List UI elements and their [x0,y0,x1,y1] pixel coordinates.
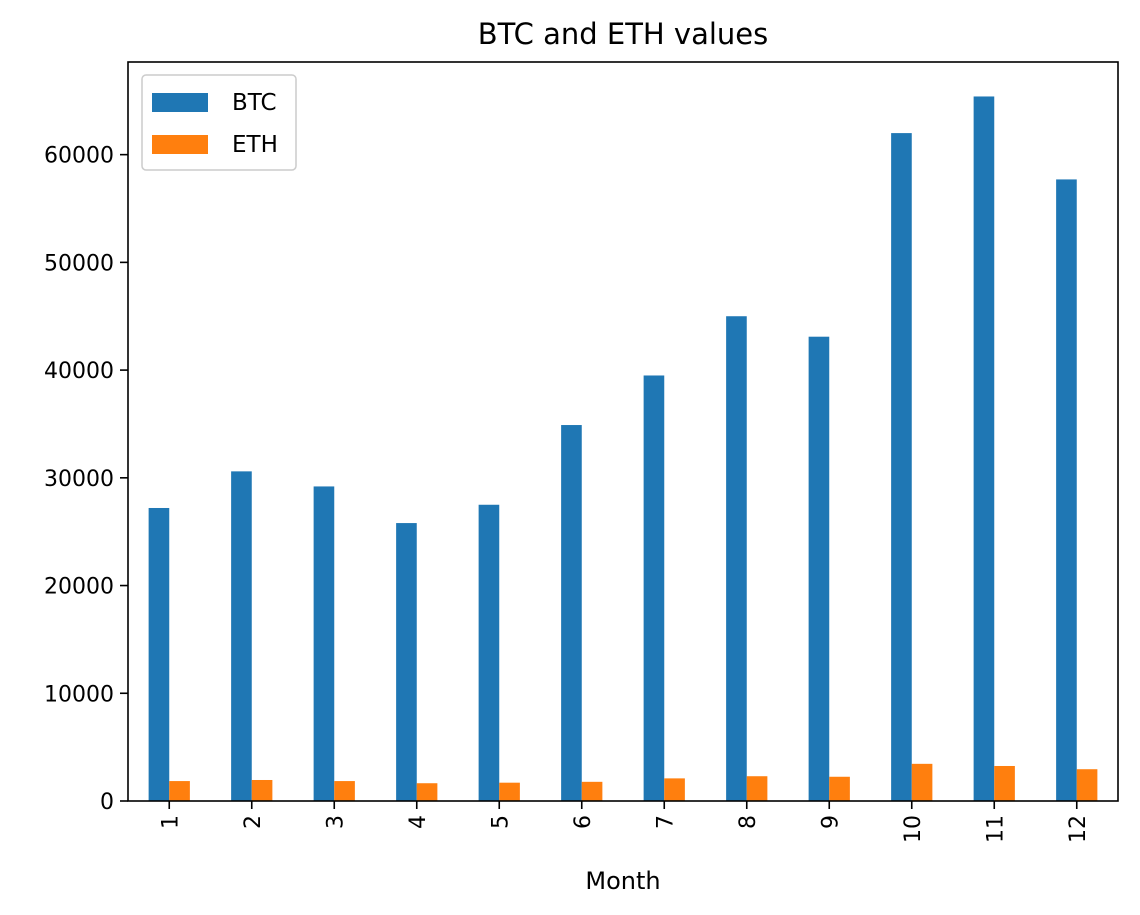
bar-eth [664,778,685,801]
bar-eth [746,776,768,801]
bar-eth [911,763,933,801]
bar-eth [1076,769,1098,801]
x-tick-label: 9 [818,815,843,829]
bars [148,96,1098,802]
x-tick-label: 7 [653,815,678,829]
bar-eth [334,781,355,801]
legend-swatch-eth [152,135,208,154]
bar-eth [251,779,273,801]
bar-btc [313,486,335,801]
bar-eth [499,782,520,801]
bar-btc [478,504,500,801]
y-tick-label: 30000 [44,467,114,492]
x-tick-label: 2 [241,815,266,829]
chart-title: BTC and ETH values [478,17,769,51]
x-tick-label: 6 [571,815,596,829]
bar-btc [231,471,252,801]
bar-eth [416,783,438,801]
x-tick-label: 1 [158,815,183,829]
bar-btc [808,336,830,801]
plot-frame [127,61,1119,802]
x-tick-label: 4 [406,815,431,829]
legend-label-eth: ETH [232,132,278,158]
x-tick-label: 10 [901,815,926,843]
legend: BTC ETH [141,74,297,171]
x-tick-label: 5 [488,815,513,829]
x-tick-label: 8 [736,815,761,829]
legend-label-btc: BTC [232,90,277,116]
bar-eth [994,765,1015,801]
y-axis: 0 10000 20000 30000 40000 50000 60000 [44,144,128,815]
x-tick-label: 11 [983,815,1008,843]
bar-btc [396,523,417,801]
x-tick-label: 12 [1066,815,1091,843]
legend-swatch-btc [152,93,208,112]
bar-btc [891,133,912,801]
bar-eth [829,776,850,801]
y-tick-label: 20000 [44,575,114,600]
y-tick-label: 10000 [44,682,114,707]
y-tick-label: 50000 [44,251,114,276]
bar-btc [726,316,747,801]
y-tick-label: 0 [100,790,114,815]
x-tick-label: 3 [323,815,348,829]
bar-btc [643,375,665,801]
x-axis-label: Month [585,867,660,895]
bar-btc [973,96,995,802]
bar-btc [1056,179,1077,802]
bar-eth [169,781,190,801]
y-tick-label: 40000 [44,359,114,384]
y-tick-label: 60000 [44,144,114,169]
x-axis: 1 2 3 4 5 6 7 8 9 10 11 12 [158,801,1091,843]
bar-eth [581,781,603,801]
bar-btc [561,425,582,801]
bar-btc [148,507,170,801]
